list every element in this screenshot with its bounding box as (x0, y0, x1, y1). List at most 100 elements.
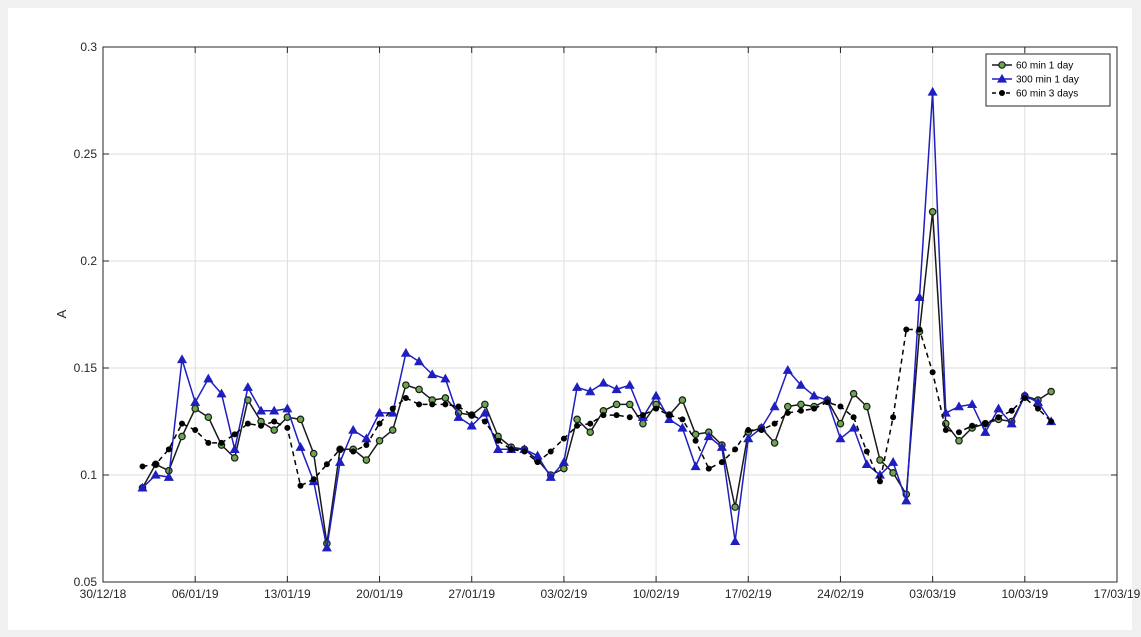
data-point (282, 403, 293, 413)
data-point (890, 414, 897, 421)
data-point (797, 407, 804, 414)
series-line (141, 91, 1052, 549)
data-point (466, 420, 477, 430)
x-tick-label: 10/03/19 (1001, 587, 1048, 601)
data-point (558, 457, 569, 466)
data-point (624, 380, 635, 389)
data-point (521, 448, 528, 455)
data-point (888, 457, 899, 466)
data-point (876, 456, 884, 464)
data-point (440, 373, 451, 383)
data-point (229, 444, 240, 453)
legend-marker (996, 73, 1008, 83)
data-point (651, 390, 662, 400)
data-point (758, 427, 765, 434)
y-tick-label: 0.2 (80, 254, 97, 268)
data-point (730, 536, 741, 546)
legend-label: 300 min 1 day (1016, 75, 1079, 86)
data-point (679, 416, 686, 423)
data-point (587, 420, 594, 427)
data-point (137, 482, 148, 492)
data-point (969, 422, 976, 429)
y-tick-label: 0.15 (74, 361, 98, 375)
legend-item: 300 min 1 day (992, 73, 1079, 86)
data-point (375, 436, 384, 445)
axes-background (103, 47, 1117, 582)
data-point (809, 390, 820, 400)
legend-item: 60 min 3 days (992, 89, 1078, 100)
data-point (600, 412, 607, 419)
data-point (795, 380, 806, 389)
data-point (337, 446, 344, 453)
data-point (955, 436, 963, 445)
data-point (374, 407, 385, 417)
data-point (270, 426, 278, 434)
data-point (664, 414, 675, 424)
data-point (705, 465, 712, 472)
data-point (203, 373, 214, 383)
data-point (547, 448, 554, 455)
data-point (321, 542, 332, 552)
data-point (363, 442, 370, 449)
data-point (653, 405, 660, 412)
data-point (849, 389, 858, 398)
data-point (441, 394, 450, 402)
data-point (310, 476, 317, 483)
data-point (362, 456, 371, 464)
data-point (928, 207, 937, 216)
data-point (244, 420, 251, 427)
data-point (453, 412, 464, 421)
data-point (824, 399, 831, 406)
data-point (230, 454, 239, 462)
y-tick-label: 0.05 (74, 575, 98, 589)
data-point (639, 419, 647, 428)
data-point (350, 448, 357, 455)
data-point (402, 381, 410, 389)
data-point (493, 444, 504, 453)
data-point (560, 435, 567, 442)
x-tick-label: 27/01/19 (448, 587, 495, 601)
data-point (743, 433, 754, 443)
data-point (242, 382, 253, 391)
data-point (534, 459, 541, 466)
data-point (625, 400, 634, 409)
data-point (560, 464, 568, 473)
data-point (429, 401, 436, 408)
data-point (586, 428, 595, 437)
data-point (400, 347, 411, 357)
data-point (677, 422, 688, 432)
data-point (716, 442, 727, 451)
data-point (256, 405, 267, 415)
y-axis-label: A (54, 309, 69, 318)
data-point (691, 430, 700, 439)
data-point (573, 415, 581, 424)
data-point (927, 86, 938, 96)
data-point (414, 356, 425, 366)
data-point (508, 446, 515, 453)
legend-label: 60 min 1 day (1016, 61, 1073, 72)
data-point (862, 402, 871, 411)
data-point (782, 365, 793, 374)
data-point (481, 400, 489, 409)
data-point (416, 401, 423, 408)
data-point (1047, 387, 1055, 396)
data-point (376, 420, 383, 427)
x-tick-label: 03/02/19 (541, 587, 588, 601)
data-point (545, 472, 556, 481)
data-point (178, 432, 186, 441)
data-point (348, 424, 359, 434)
data-point (863, 448, 870, 455)
data-point (231, 431, 238, 438)
y-tick-label: 0.3 (80, 40, 97, 54)
data-point (1034, 405, 1041, 412)
data-point (914, 292, 925, 302)
data-point (442, 401, 449, 408)
data-point (903, 326, 910, 333)
x-tick-label: 17/03/19 (1094, 587, 1141, 601)
data-point (150, 469, 161, 479)
data-point (784, 409, 791, 416)
data-series (137, 86, 1057, 552)
data-point (361, 433, 372, 443)
data-point (639, 412, 646, 419)
